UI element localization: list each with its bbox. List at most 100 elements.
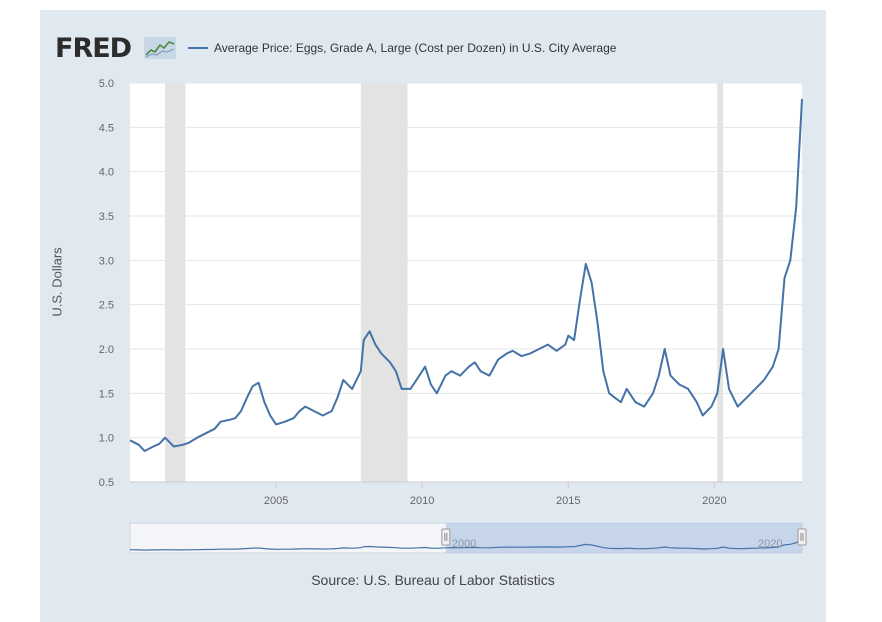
data-point[interactable] [186,440,191,445]
data-point[interactable] [136,442,141,447]
data-point[interactable] [244,395,249,400]
data-point[interactable] [408,386,413,391]
data-point[interactable] [268,413,273,418]
data-point[interactable] [662,347,667,352]
data-point[interactable] [753,386,758,391]
data-point[interactable] [709,404,714,409]
data-point[interactable] [417,373,422,378]
data-point[interactable] [601,369,606,374]
data-point[interactable] [358,369,363,374]
data-point[interactable] [434,391,439,396]
data-point[interactable] [554,348,559,353]
data-point[interactable] [203,431,208,436]
data-point[interactable] [794,205,799,210]
data-point[interactable] [274,422,279,427]
data-point[interactable] [379,351,384,356]
data-point[interactable] [151,444,156,449]
data-point[interactable] [393,369,398,374]
data-point[interactable] [715,391,720,396]
data-point[interactable] [589,280,594,285]
data-point[interactable] [233,416,238,421]
data-point[interactable] [250,384,255,389]
data-point[interactable] [487,373,492,378]
data-point[interactable] [762,378,767,383]
data-point[interactable] [142,448,147,453]
data-point[interactable] [320,413,325,418]
data-point[interactable] [519,354,524,359]
data-point[interactable] [341,378,346,383]
data-point[interactable] [373,342,378,347]
data-point[interactable] [423,364,428,369]
data-point[interactable] [642,404,647,409]
data-point[interactable] [700,413,705,418]
data-point[interactable] [163,435,168,440]
data-point[interactable] [776,347,781,352]
data-point[interactable] [312,409,317,414]
data-point[interactable] [239,409,244,414]
data-point[interactable] [367,329,372,334]
data-point[interactable] [458,373,463,378]
navigator-handle[interactable] [797,528,807,546]
data-point[interactable] [650,391,655,396]
data-point[interactable] [618,400,623,405]
data-point[interactable] [572,338,577,343]
data-point[interactable] [656,373,661,378]
data-point[interactable] [686,386,691,391]
data-point[interactable] [800,96,805,101]
data-point[interactable] [770,364,775,369]
data-point[interactable] [478,369,483,374]
data-point[interactable] [399,386,404,391]
data-point[interactable] [388,360,393,365]
data-point[interactable] [282,419,287,424]
data-point[interactable] [361,338,366,343]
data-point[interactable] [510,348,515,353]
data-point[interactable] [157,441,162,446]
data-point[interactable] [782,276,787,281]
data-point[interactable] [291,416,296,421]
data-point[interactable] [262,400,267,405]
data-point[interactable] [694,400,699,405]
data-point[interactable] [624,386,629,391]
data-point[interactable] [256,380,261,385]
data-point[interactable] [128,438,133,443]
data-point[interactable] [428,382,433,387]
data-point[interactable] [595,320,600,325]
data-point[interactable] [329,409,334,414]
legend[interactable]: Average Price: Eggs, Grade A, Large (Cos… [188,41,616,55]
data-point[interactable] [566,333,571,338]
data-point[interactable] [721,347,726,352]
data-point[interactable] [583,261,588,266]
data-point[interactable] [335,395,340,400]
data-point[interactable] [180,442,185,447]
data-point[interactable] [537,347,542,352]
data-point[interactable] [303,404,308,409]
data-point[interactable] [472,360,477,365]
data-point[interactable] [726,386,731,391]
data-point[interactable] [577,298,582,303]
data-point[interactable] [744,395,749,400]
data-point[interactable] [633,400,638,405]
data-point[interactable] [171,444,176,449]
data-point[interactable] [449,369,454,374]
data-point[interactable] [504,351,509,356]
data-point[interactable] [496,357,501,362]
navigator-handle[interactable] [441,528,451,546]
data-point[interactable] [668,373,673,378]
data-point[interactable] [545,342,550,347]
data-point[interactable] [607,391,612,396]
data-point[interactable] [735,404,740,409]
data-point[interactable] [212,426,217,431]
data-point[interactable] [297,409,302,414]
series-line[interactable] [129,98,803,452]
data-point[interactable] [443,373,448,378]
fred-logo[interactable]: FRED [55,33,132,64]
data-point[interactable] [563,342,568,347]
data-point[interactable] [613,395,618,400]
data-point[interactable] [195,435,200,440]
data-point[interactable] [227,417,232,422]
data-point[interactable] [677,382,682,387]
data-point[interactable] [788,258,793,263]
data-point[interactable] [466,364,471,369]
data-point[interactable] [528,351,533,356]
data-point[interactable] [218,419,223,424]
